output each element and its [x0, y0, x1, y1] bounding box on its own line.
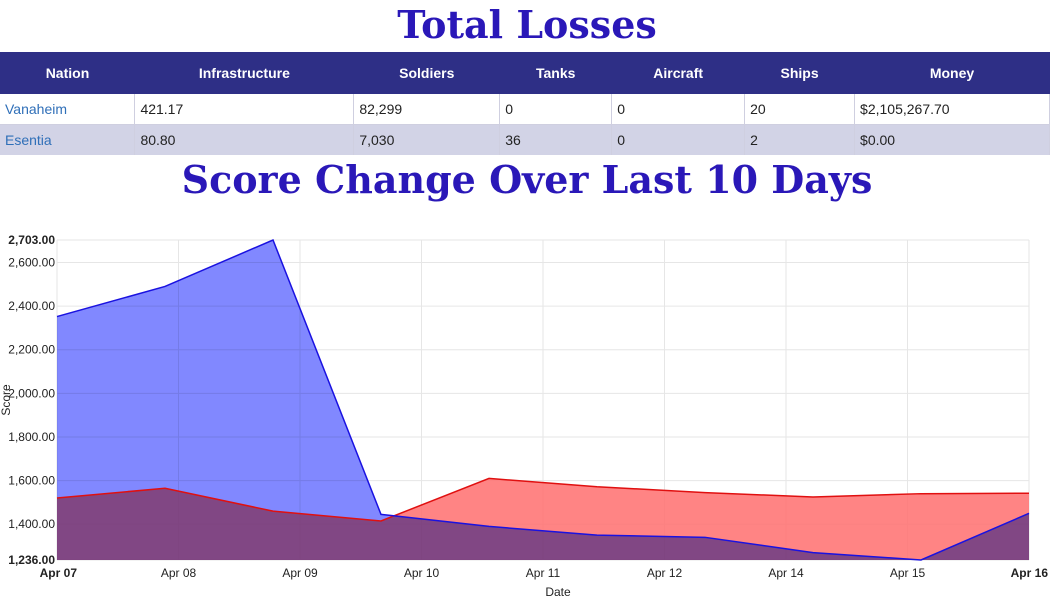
x-tick-label: Apr 16 — [1011, 566, 1049, 580]
col-header-aircraft: Aircraft — [611, 52, 745, 94]
score-chart: 1,236.00 1,400.00 1,600.00 1,800.00 2,000.00… — [0, 233, 1049, 599]
table-cell: 0 — [611, 94, 746, 125]
y-tick-label: 2,400.00 — [8, 299, 55, 313]
col-header-ships: Ships — [744, 52, 855, 94]
table-cell: 7,030 — [353, 124, 501, 155]
y-tick-label: 2,200.00 — [8, 343, 55, 357]
x-tick-label: Apr 15 — [890, 566, 926, 580]
table-cell: 0 — [611, 124, 746, 155]
table-cell: 20 — [744, 94, 856, 125]
table-row: Esentia 80.80 7,030 36 0 2 $0.00 — [0, 124, 1050, 155]
y-tick-label: 2,703.00 — [8, 233, 55, 247]
table-cell: 36 — [499, 124, 613, 155]
losses-title: Total Losses — [397, 2, 657, 47]
x-tick-label: Apr 08 — [161, 566, 197, 580]
col-header-nation: Nation — [0, 52, 135, 94]
series-0-area — [57, 240, 1029, 560]
table-cell: $0.00 — [854, 124, 1050, 155]
col-header-infrastructure: Infrastructure — [134, 52, 354, 94]
y-tick-label: 1,800.00 — [8, 430, 55, 444]
y-tick-label: 1,236.00 — [8, 553, 55, 567]
table-cell: 2 — [744, 124, 856, 155]
table-cell: 421.17 — [134, 94, 355, 125]
series-1-line — [56, 477, 1030, 522]
x-tick-label: Apr 07 — [40, 566, 78, 580]
x-tick-label: Apr 10 — [404, 566, 440, 580]
table-row: Vanaheim 421.17 82,299 0 0 20 $2,105,267… — [0, 94, 1050, 125]
y-tick-label: 1,600.00 — [8, 474, 55, 488]
series-0-line — [56, 239, 1030, 561]
col-header-soldiers: Soldiers — [353, 52, 500, 94]
col-header-money: Money — [854, 52, 1050, 94]
table-cell: 0 — [499, 94, 613, 125]
y-tick-label: 2,600.00 — [8, 255, 55, 269]
chart-title: Score Change Over Last 10 Days — [181, 157, 873, 202]
x-tick-label: Apr 12 — [647, 566, 683, 580]
y-tick-label: 1,400.00 — [8, 517, 55, 531]
x-tick-label: Apr 11 — [526, 566, 561, 580]
y-tick-label: 2,000.00 — [8, 386, 55, 400]
table-cell: 82,299 — [353, 94, 501, 125]
table-cell: $2,105,267.70 — [854, 94, 1050, 125]
x-tick-label: Apr 14 — [768, 566, 804, 580]
x-tick-label: Apr 09 — [282, 566, 318, 580]
y-axis-label: Score — [0, 384, 13, 416]
losses-header-row: Nation Infrastructure Soldiers Tanks Air… — [0, 52, 1050, 94]
col-header-tanks: Tanks — [499, 52, 612, 94]
nation-link[interactable]: Vanaheim — [0, 94, 136, 125]
losses-table: Nation Infrastructure Soldiers Tanks Air… — [0, 52, 1050, 155]
table-cell: 80.80 — [134, 124, 355, 155]
nation-link[interactable]: Esentia — [0, 124, 136, 155]
x-axis-label: Date — [545, 585, 571, 599]
